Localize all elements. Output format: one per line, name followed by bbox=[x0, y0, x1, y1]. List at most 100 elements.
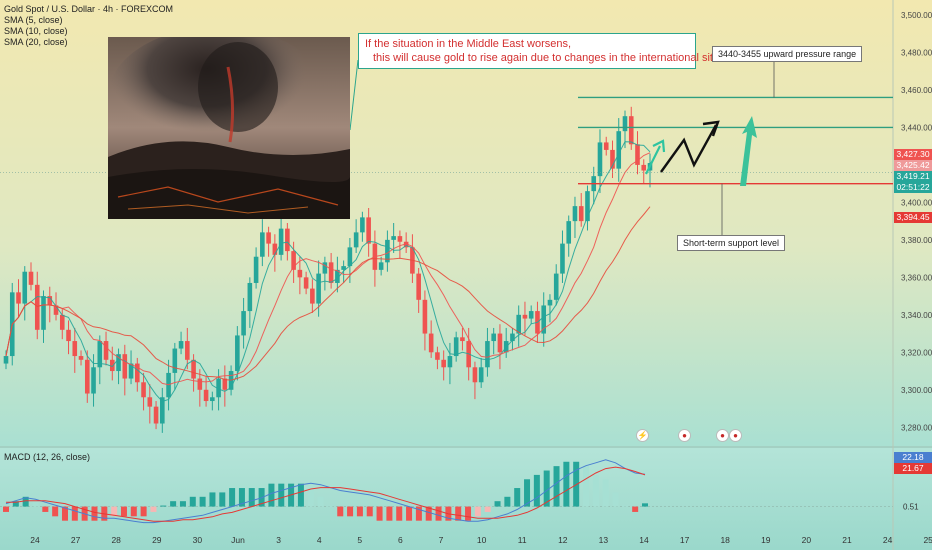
macd-histogram-bar bbox=[130, 506, 137, 517]
candle-body bbox=[28, 271, 34, 285]
candle-body bbox=[328, 262, 334, 283]
x-tick-label: 17 bbox=[680, 535, 690, 545]
macd-histogram-bar bbox=[563, 461, 570, 507]
candle-body bbox=[260, 232, 265, 257]
macd-histogram-bar bbox=[111, 506, 118, 517]
candle-body bbox=[178, 341, 184, 349]
candle-body bbox=[34, 284, 40, 330]
candle-body bbox=[303, 277, 309, 289]
candle-body bbox=[47, 296, 53, 306]
macd-histogram-bar bbox=[583, 466, 590, 507]
macd-histogram-bar bbox=[140, 506, 147, 517]
candle-body bbox=[353, 232, 359, 248]
us-flag-event-icon[interactable]: ● bbox=[678, 429, 691, 442]
candle-body bbox=[235, 335, 240, 372]
candle-body bbox=[3, 356, 9, 364]
macd-histogram-bar bbox=[543, 470, 550, 507]
y-tick-label: 3,380.00 bbox=[901, 236, 932, 245]
y-tick-label: 3,320.00 bbox=[901, 348, 932, 357]
x-tick-label: 30 bbox=[193, 535, 203, 545]
candle-body bbox=[572, 206, 578, 222]
macd-histogram-bar bbox=[61, 506, 68, 521]
candle-body bbox=[447, 356, 453, 368]
candle-body bbox=[147, 397, 153, 407]
candle-body bbox=[547, 299, 553, 306]
macd-histogram-bar bbox=[425, 506, 432, 521]
y-tick-label: 3,480.00 bbox=[901, 48, 932, 57]
projection-arrowhead bbox=[702, 120, 720, 137]
sma20-label: SMA (20, close) bbox=[4, 37, 68, 47]
macd-histogram-bar bbox=[642, 503, 648, 507]
sma5-line bbox=[5, 141, 651, 402]
candle-body bbox=[553, 273, 559, 300]
candle-body bbox=[597, 142, 603, 177]
candle-body bbox=[310, 288, 315, 304]
support-note[interactable]: Short-term support level bbox=[677, 235, 786, 251]
candle-body bbox=[578, 206, 584, 222]
macd-histogram-bar bbox=[170, 501, 177, 507]
macd-histogram-bar bbox=[386, 506, 393, 521]
macd-histogram-bar bbox=[514, 488, 521, 507]
candle-body bbox=[391, 236, 396, 240]
y-tick-label: 3,340.00 bbox=[901, 311, 932, 320]
candle-body bbox=[366, 217, 371, 244]
candle-body bbox=[416, 273, 421, 300]
x-tick-label: 13 bbox=[599, 535, 609, 545]
candle-body bbox=[403, 241, 409, 248]
us-flag-event-icon-3[interactable]: ● bbox=[729, 429, 742, 442]
symbol-title: Gold Spot / U.S. Dollar · 4h · FOREXCOM bbox=[4, 4, 174, 14]
candle-body bbox=[378, 262, 384, 270]
candle-body bbox=[397, 236, 403, 242]
x-tick-label: 28 bbox=[111, 535, 121, 545]
macd-histogram-bar bbox=[622, 505, 629, 507]
x-tick-label: 10 bbox=[477, 535, 487, 545]
sma10-line bbox=[5, 152, 651, 386]
price-tag: 3,427.30 bbox=[894, 149, 932, 160]
price-tag: 3,425.42 bbox=[894, 160, 932, 171]
candle-body bbox=[103, 341, 109, 360]
lightning-event-icon[interactable]: ⚡ bbox=[636, 429, 649, 442]
x-tick-label: Jun bbox=[231, 535, 245, 545]
x-tick-label: 7 bbox=[439, 535, 444, 545]
candle-body bbox=[335, 269, 340, 283]
candle-body bbox=[191, 359, 196, 379]
analysis-callout[interactable]: If the situation in the Middle East wors… bbox=[358, 33, 746, 69]
candle-body bbox=[203, 389, 209, 402]
candle-body bbox=[122, 354, 128, 379]
x-tick-label: 25 bbox=[923, 535, 932, 545]
short-bounce-arrow bbox=[645, 145, 661, 175]
macd-histogram-bar bbox=[494, 501, 501, 507]
candle-body bbox=[485, 341, 490, 368]
macd-histogram-bar bbox=[415, 506, 422, 521]
x-tick-label: 5 bbox=[357, 535, 362, 545]
x-tick-label: 24 bbox=[883, 535, 893, 545]
x-tick-label: 4 bbox=[317, 535, 322, 545]
macd-histogram-bar bbox=[189, 496, 196, 507]
y-tick-label: 3,280.00 bbox=[901, 423, 932, 432]
macd-histogram-bar bbox=[632, 506, 639, 512]
upper-range-note[interactable]: 3440-3455 upward pressure range bbox=[712, 46, 863, 62]
price-tag: 3,419.21 bbox=[894, 171, 932, 182]
candle-body bbox=[460, 337, 465, 342]
candle-body bbox=[97, 341, 103, 368]
candle-body bbox=[109, 359, 115, 372]
macd-histogram-bar bbox=[612, 492, 619, 507]
x-tick-label: 11 bbox=[518, 535, 527, 545]
candle-body bbox=[172, 348, 178, 373]
candle-body bbox=[453, 337, 459, 357]
macd-histogram-bar bbox=[366, 506, 373, 517]
candle-body bbox=[222, 378, 228, 390]
price-tag: 02:51:22 bbox=[894, 182, 932, 193]
us-flag-event-icon-2[interactable]: ● bbox=[716, 429, 729, 442]
macd-histogram-bar bbox=[553, 466, 560, 507]
x-tick-label: 12 bbox=[558, 535, 568, 545]
macd-histogram-bar bbox=[297, 483, 304, 507]
macd-histogram-bar bbox=[435, 506, 442, 521]
sma5-label: SMA (5, close) bbox=[4, 15, 63, 25]
macd-histogram-bar bbox=[32, 501, 39, 507]
macd-histogram-bar bbox=[248, 488, 255, 507]
macd-histogram-bar bbox=[524, 479, 531, 507]
macd-value-tag: 22.18 bbox=[894, 452, 932, 463]
